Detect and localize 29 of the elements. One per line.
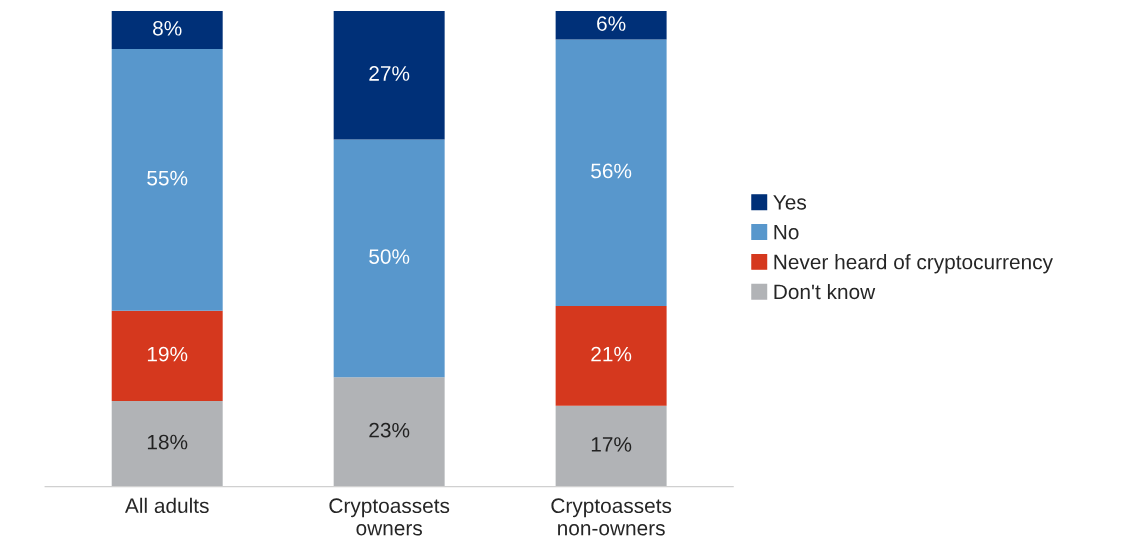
data-label: 50% [369,249,410,264]
bar [333,11,445,140]
data-label: 18% [147,434,188,450]
legend-label: Don't know [774,283,876,300]
x-tick-label: All adults [124,497,209,514]
legend-label: Never heard of cryptocurrency [774,254,1053,274]
data-label: 6% [597,16,626,31]
data-label: 17% [591,437,632,452]
bar [111,310,223,402]
data-label: 56% [591,163,632,179]
bar [555,405,667,487]
bar [333,139,445,378]
data-label: 55% [147,170,188,186]
x-tick-label: Cryptoassets non-owners [551,498,672,536]
bar [111,11,223,50]
legend-label: No [774,224,799,240]
bar [555,39,667,306]
data-label: 19% [147,346,188,362]
data-label: 8% [153,20,182,36]
data-label: 27% [369,66,410,81]
bar [555,11,667,40]
legend-label: Yes [773,195,807,210]
data-label: 23% [369,422,410,438]
bar [111,401,223,487]
bar [111,49,223,311]
bar [333,377,445,487]
data-label: 21% [591,346,632,362]
bar [555,305,667,406]
x-tick-label: Cryptoassets owners [329,498,450,536]
